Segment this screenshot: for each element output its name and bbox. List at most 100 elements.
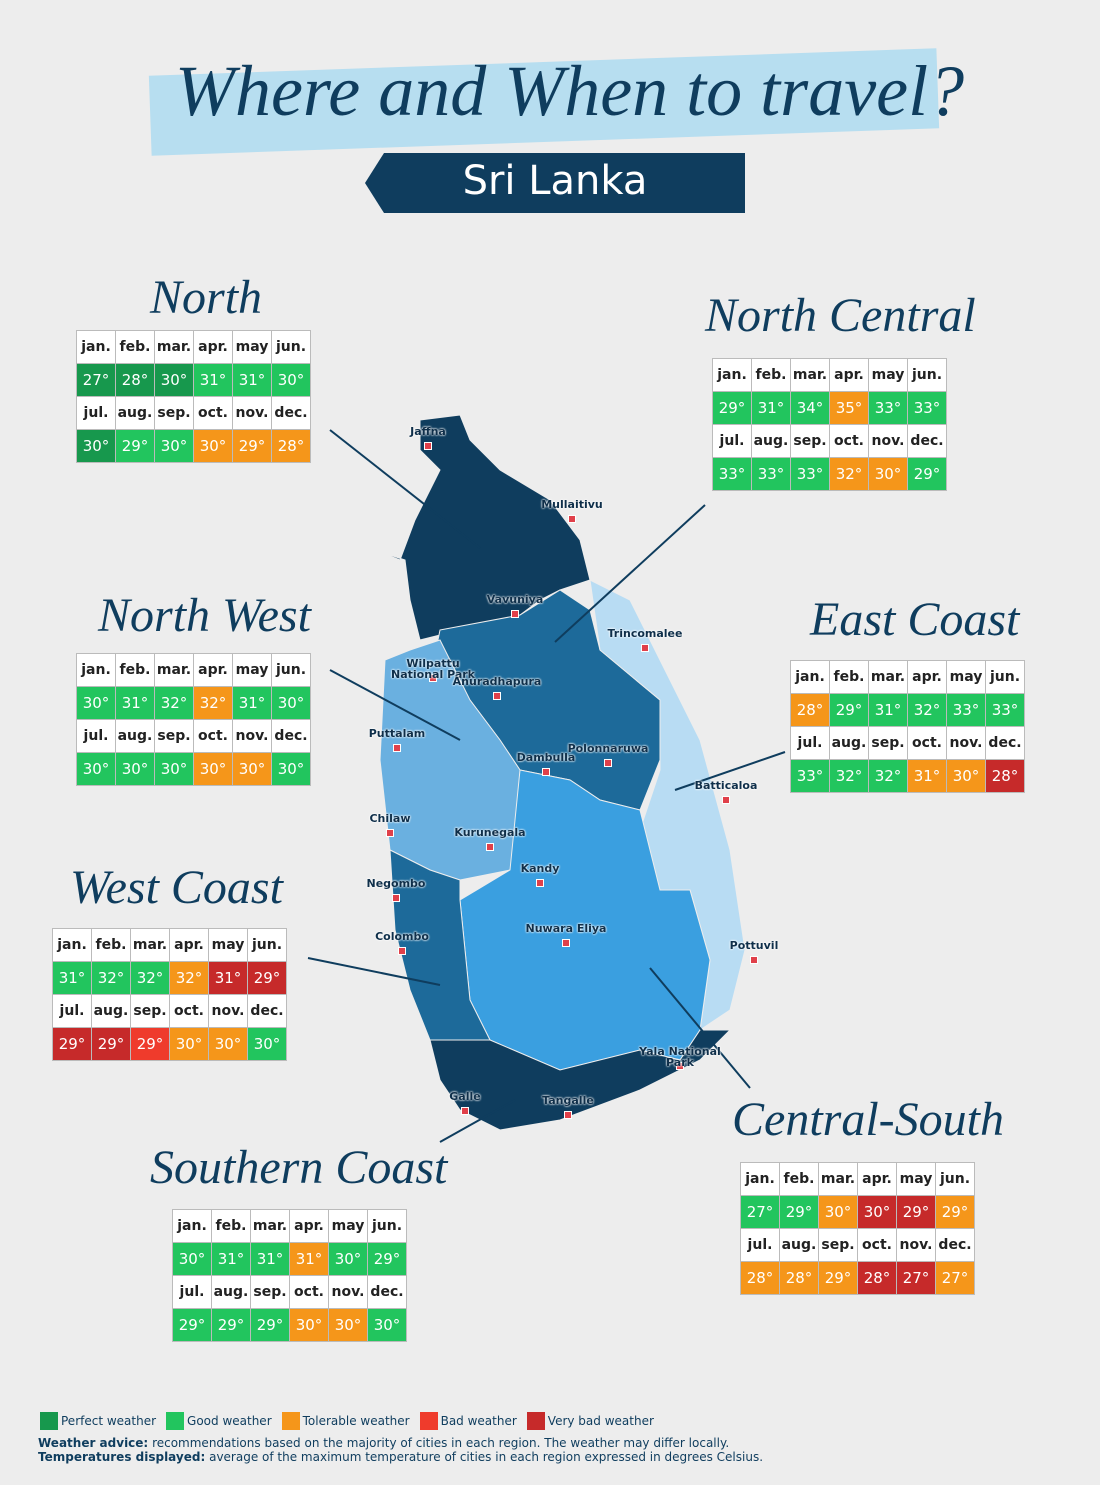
note: Temperatures displayed: average of the m…	[38, 1450, 763, 1464]
legend-swatch	[281, 1412, 300, 1430]
month: dec.	[907, 424, 947, 458]
month: nov.	[232, 719, 272, 753]
temp: 27°	[896, 1261, 936, 1295]
legend-label: Tolerable weather	[302, 1414, 410, 1428]
note-label: Temperatures displayed:	[38, 1450, 206, 1464]
temp-row: 28° 28° 29° 28° 27° 27°	[740, 1261, 975, 1295]
month: dec.	[247, 994, 287, 1028]
month: jul.	[740, 1228, 780, 1262]
month: sep.	[130, 994, 170, 1028]
month: oct.	[193, 719, 233, 753]
temp: 32°	[829, 457, 869, 491]
legend-label: Very bad weather	[547, 1414, 654, 1428]
city-label: Batticaloa	[694, 779, 758, 792]
month: oct.	[907, 726, 947, 760]
temp: 32°	[868, 759, 908, 793]
temp: 33°	[790, 457, 830, 491]
connector	[674, 751, 786, 791]
city-label: Pottuvil	[729, 939, 779, 952]
temp: 30°	[115, 752, 155, 786]
temp: 32°	[169, 961, 209, 995]
temp: 30°	[328, 1308, 368, 1342]
city-marker	[722, 796, 730, 804]
weather-table: jan. feb. mar. apr. may jun. 28° 29° 31° 32° 33° 33…	[790, 660, 1025, 793]
month-row: jul. aug. sep. oct. nov. dec.	[52, 994, 287, 1028]
temp: 29°	[935, 1195, 975, 1229]
city-label: Kurunegala	[454, 826, 526, 839]
month: feb.	[829, 660, 869, 694]
month: oct.	[857, 1228, 897, 1262]
city-marker	[493, 692, 501, 700]
city-marker	[676, 1062, 684, 1070]
temp: 32°	[829, 759, 869, 793]
month: nov.	[896, 1228, 936, 1262]
weather-table: jan. feb. mar. apr. may jun. 27° 29° 30° 30° 29° 29…	[740, 1162, 975, 1295]
note: Weather advice: recommendations based on…	[38, 1436, 763, 1450]
temp: 32°	[91, 961, 131, 995]
temp: 30°	[154, 363, 194, 397]
month-row: jul. aug. sep. oct. nov. dec.	[790, 726, 1025, 760]
temp: 31°	[907, 759, 947, 793]
month: feb.	[115, 330, 155, 364]
month: sep.	[154, 719, 194, 753]
temp: 34°	[790, 391, 830, 425]
connector	[554, 504, 706, 643]
month: jul.	[790, 726, 830, 760]
temp: 30°	[193, 429, 233, 463]
month: jun.	[985, 660, 1025, 694]
temp: 29°	[91, 1027, 131, 1061]
temp-row: 33° 33° 33° 32° 30° 29°	[712, 457, 947, 491]
temp: 30°	[76, 686, 116, 720]
temp-row: 30° 29° 30° 30° 29° 28°	[76, 429, 311, 463]
city-marker	[542, 768, 550, 776]
month: may	[232, 653, 272, 687]
temp: 28°	[115, 363, 155, 397]
temp-row: 29° 29° 29° 30° 30° 30°	[52, 1027, 287, 1061]
month: sep.	[154, 396, 194, 430]
temp: 33°	[985, 693, 1025, 727]
temp: 29°	[907, 457, 947, 491]
city-label: Galle	[449, 1090, 481, 1103]
month: jun.	[271, 330, 311, 364]
temp: 33°	[751, 457, 791, 491]
city-marker	[461, 1107, 469, 1115]
connector	[329, 669, 461, 741]
temp: 29°	[232, 429, 272, 463]
month-row: jul. aug. sep. oct. nov. dec.	[712, 424, 947, 458]
legend-label: Bad weather	[440, 1414, 517, 1428]
temp: 31°	[208, 961, 248, 995]
temp: 31°	[868, 693, 908, 727]
city-marker	[393, 744, 401, 752]
month: feb.	[91, 928, 131, 962]
month: may	[868, 358, 908, 392]
temp: 29°	[211, 1308, 251, 1342]
city-marker	[386, 829, 394, 837]
month: apr.	[193, 653, 233, 687]
city-label: Vavuniya	[486, 593, 544, 606]
temp: 33°	[790, 759, 830, 793]
legend-label: Good weather	[187, 1414, 272, 1428]
temp: 30°	[154, 752, 194, 786]
month-row: jan. feb. mar. apr. may jun.	[740, 1162, 975, 1196]
city-label: Wilpattu National Park	[391, 657, 475, 681]
legend-label: Perfect weather	[61, 1414, 157, 1428]
city-marker	[641, 644, 649, 652]
legend-item: Very bad weather	[526, 1412, 654, 1430]
weather-table: jan. feb. mar. apr. may jun. 31° 32° 32° 32° 31° 29…	[52, 928, 287, 1061]
temp: 30°	[868, 457, 908, 491]
temp: 28°	[271, 429, 311, 463]
month: oct.	[829, 424, 869, 458]
month: apr.	[857, 1162, 897, 1196]
city-marker	[562, 939, 570, 947]
city-marker	[398, 947, 406, 955]
city-marker	[392, 894, 400, 902]
city-label: Chilaw	[369, 812, 411, 825]
subtitle: Sri Lanka	[462, 158, 648, 204]
city-label: Jaffna	[410, 425, 446, 438]
city-marker	[486, 843, 494, 851]
month: jun.	[367, 1209, 407, 1243]
month: dec.	[935, 1228, 975, 1262]
temp: 29°	[367, 1242, 407, 1276]
connector	[307, 957, 441, 986]
month: aug.	[779, 1228, 819, 1262]
